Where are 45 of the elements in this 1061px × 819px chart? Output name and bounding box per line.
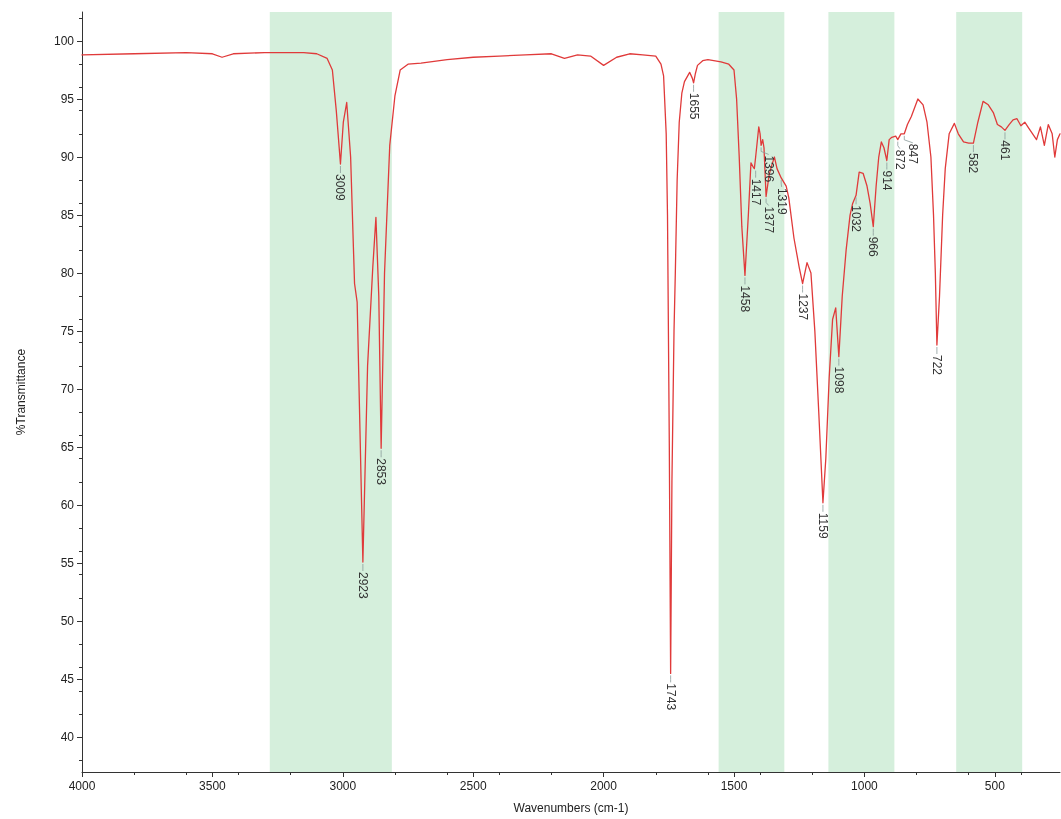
annotation: 872 [892,149,907,170]
y-tick-label: 50 [60,614,75,629]
y-tick-label: 55 [60,556,75,571]
y-tick-label: 75 [60,324,75,339]
annotation: 1458 [737,285,752,313]
y-tick-label: 60 [60,498,75,513]
annotation: 1032 [849,205,864,233]
annotation: 1396 [761,155,776,183]
y-tick-label: 95 [60,92,75,107]
y-axis-title: %Transmittance [14,348,28,436]
annotation: 966 [866,236,881,257]
y-tick-label: 45 [60,672,75,687]
y-tick-label: 100 [53,34,75,49]
annotation: 1377 [761,206,776,234]
x-tick-label: 3000 [329,779,357,793]
y-tick-label: 40 [60,730,75,745]
y-tick-label: 85 [60,208,75,223]
x-tick-label: 3500 [199,779,227,793]
annotation: 3009 [333,174,348,202]
annotation: 2923 [355,571,370,600]
annotation: 1655 [686,92,701,120]
line-series [81,51,1061,675]
x-tick-label: 4000 [68,779,96,793]
x-tick-label: 500 [984,779,1006,793]
annotation: 847 [905,143,920,165]
annotation: 1159 [815,512,830,539]
annotation: 1417 [748,178,763,206]
annotation: 914 [879,170,894,191]
y-tick-label: 70 [60,382,75,397]
annotation: 1098 [831,366,846,394]
y-tick-label: 90 [60,150,75,165]
annotation: 582 [966,153,981,174]
x-tick-label: 2000 [590,779,618,793]
x-tick-label: 1500 [720,779,748,793]
annotation: 1743 [663,683,678,711]
annotation: 2853 [374,458,389,486]
annotation: 461 [997,140,1012,161]
x-tick-label: 2500 [459,779,487,793]
annotation: 722 [929,355,944,376]
annotation: 1319 [774,187,789,215]
x-tick-label: 1000 [851,779,879,793]
y-tick-label: 65 [60,440,75,455]
x-axis-title: Wavenumbers (cm-1) [513,801,629,815]
annotation: 1237 [795,293,810,321]
y-tick-label: 80 [60,266,75,281]
